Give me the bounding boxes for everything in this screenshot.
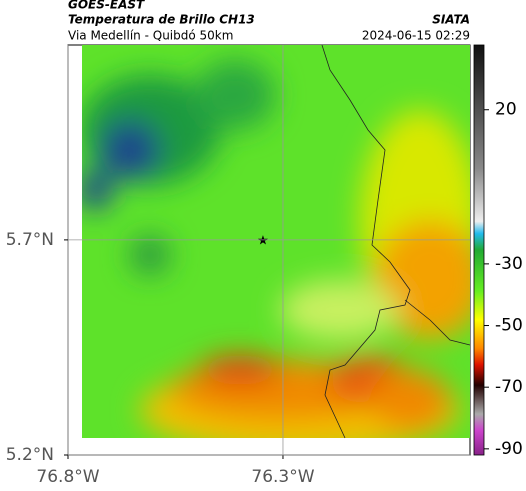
x-tick-label: 76.8°W <box>36 467 99 487</box>
y-tick-label: 5.7°N <box>6 230 54 250</box>
x-tick-label: 76.3°W <box>251 467 314 487</box>
border <box>404 299 471 346</box>
temperature-field <box>82 45 470 438</box>
source: SIATA <box>432 13 470 27</box>
colorbar-label: -70 <box>495 377 523 397</box>
colorbar-label: -50 <box>495 316 523 336</box>
colorbar-label: 20 <box>495 100 517 120</box>
colorbar <box>473 44 485 456</box>
datetime: 2024-06-15 02:29 <box>362 29 470 43</box>
colorbar-label: -90 <box>495 439 523 459</box>
location: Via Medellín - Quibdó 50km <box>68 29 233 43</box>
y-tick-label: 5.2°N <box>6 445 54 465</box>
station-marker: ★ <box>257 234 269 249</box>
title: GOES-EAST <box>68 0 145 12</box>
border <box>321 44 411 439</box>
colorbar-label: -30 <box>495 254 523 274</box>
subtitle: Temperatura de Brillo CH13 <box>68 13 255 27</box>
